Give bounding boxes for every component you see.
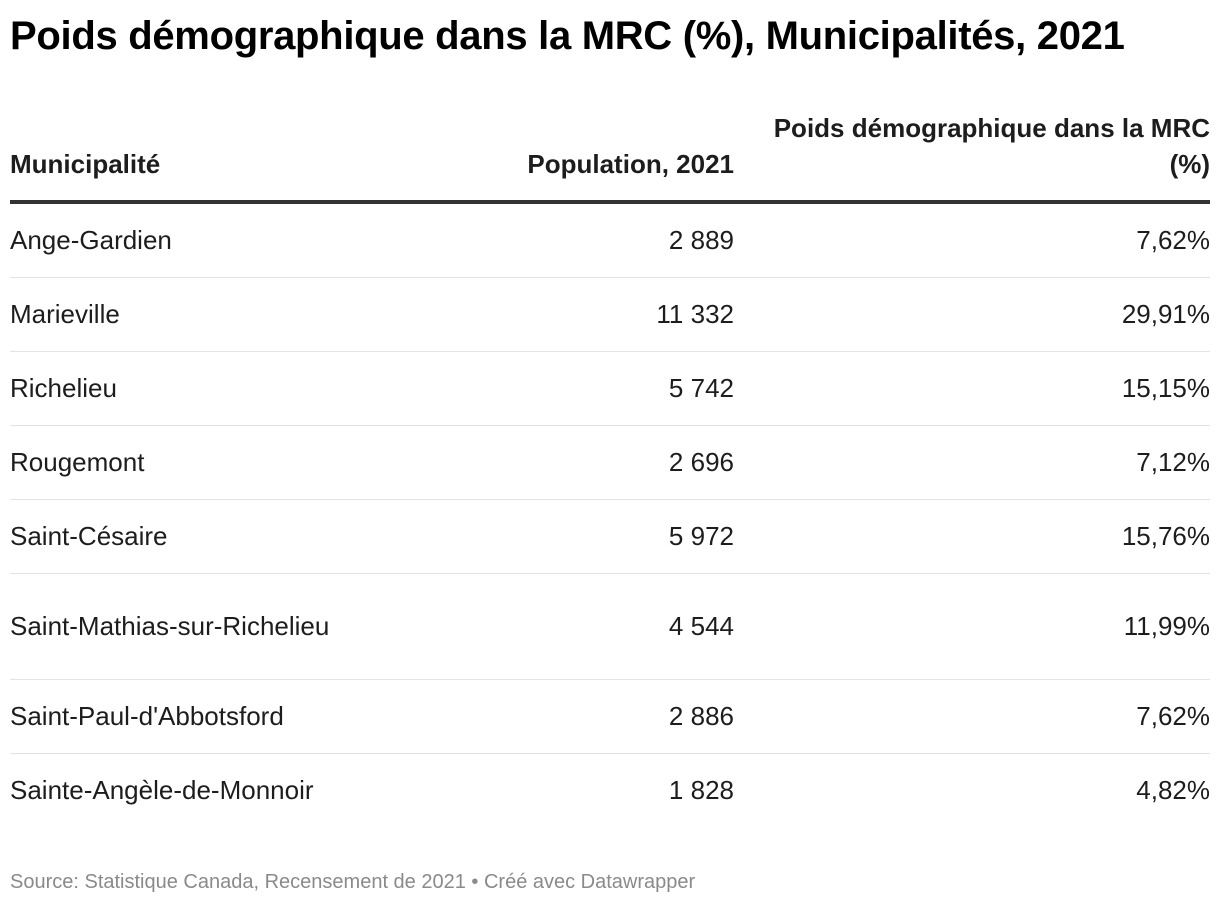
cell-municipalite: Ange-Gardien (10, 202, 430, 278)
cell-population: 11 332 (430, 277, 734, 352)
cell-municipalite: Saint-Césaire (10, 499, 430, 574)
table-row: Ange-Gardien 2 889 7,62% (10, 202, 1210, 278)
cell-poids: 11,99% (734, 573, 1210, 680)
cell-population: 2 696 (430, 425, 734, 500)
cell-population: 5 742 (430, 351, 734, 426)
cell-poids: 7,62% (734, 202, 1210, 278)
table-row: Sainte-Angèle-de-Monnoir 1 828 4,82% (10, 754, 1210, 828)
column-header-municipalite[interactable]: Municipalité (10, 110, 430, 204)
cell-poids: 15,76% (734, 499, 1210, 574)
cell-municipalite: Saint-Mathias-sur-Richelieu (10, 573, 430, 680)
cell-municipalite: Marieville (10, 277, 430, 352)
cell-municipalite: Rougemont (10, 425, 430, 500)
data-table: Municipalité Population, 2021 Poids démo… (10, 110, 1210, 827)
cell-population: 1 828 (668, 775, 734, 805)
table-row: Richelieu 5 742 15,15% (10, 351, 1210, 426)
table-row: Saint-Paul-d'Abbotsford 2 886 7,62% (10, 679, 1210, 754)
cell-population: 4 544 (430, 573, 734, 680)
source-footnote: Source: Statistique Canada, Recensement … (10, 871, 696, 893)
cell-poids: 7,62% (734, 679, 1210, 754)
table-row: Rougemont 2 696 7,12% (10, 425, 1210, 500)
table-row: Saint-Césaire 5 972 15,76% (10, 499, 1210, 574)
cell-poids: 15,15% (734, 351, 1210, 426)
cell-population: 2 886 (430, 679, 734, 754)
column-header-poids[interactable]: Poids démographique dans la MRC (%) (734, 110, 1210, 204)
column-header-population[interactable]: Population, 2021 (430, 110, 734, 204)
cell-municipalite: Sainte-Angèle-de-Monnoir (10, 775, 314, 805)
cell-municipalite: Saint-Paul-d'Abbotsford (10, 679, 430, 754)
cell-population: 2 889 (430, 202, 734, 278)
cell-poids: 4,82% (1136, 775, 1210, 805)
cell-poids: 29,91% (734, 277, 1210, 352)
cell-poids: 7,12% (734, 425, 1210, 500)
table-header-row: Municipalité Population, 2021 Poids démo… (10, 110, 1210, 204)
cell-population: 5 972 (430, 499, 734, 574)
chart-title: Poids démographique dans la MRC (%), Mun… (10, 14, 1125, 58)
table-row: Marieville 11 332 29,91% (10, 277, 1210, 352)
table-row: Saint-Mathias-sur-Richelieu 4 544 11,99% (10, 573, 1210, 680)
cell-municipalite: Richelieu (10, 351, 430, 426)
